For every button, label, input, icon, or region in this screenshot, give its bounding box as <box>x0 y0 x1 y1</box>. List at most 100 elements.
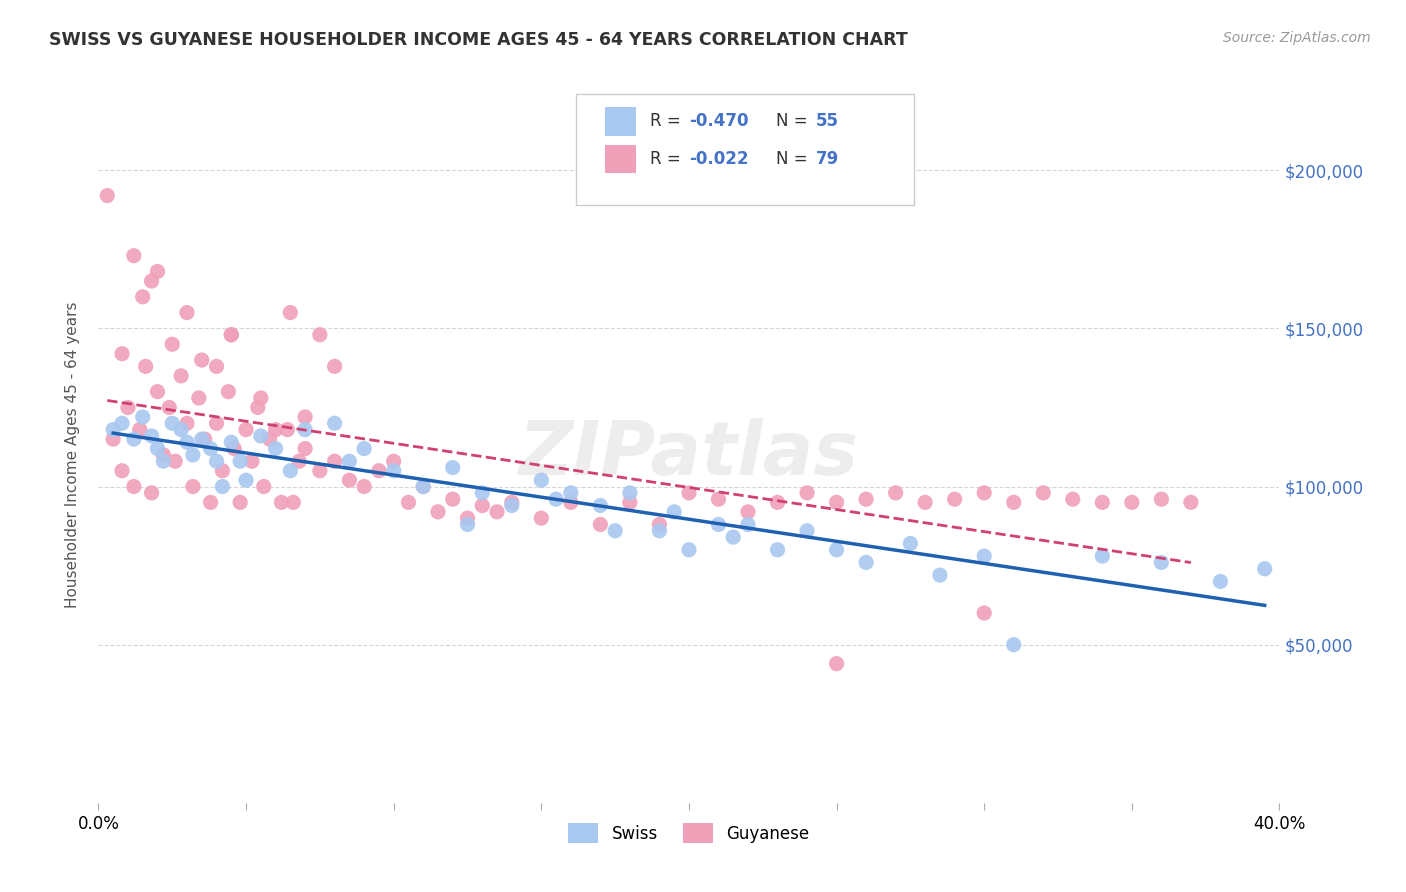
Point <box>176 435 198 450</box>
Point <box>796 486 818 500</box>
Point <box>280 305 302 319</box>
Point <box>427 505 450 519</box>
Point <box>194 432 217 446</box>
Text: N =: N = <box>776 112 813 130</box>
Point <box>280 464 302 478</box>
Point <box>111 417 134 431</box>
Point <box>221 327 243 342</box>
Point <box>457 517 479 532</box>
Point <box>283 495 305 509</box>
Y-axis label: Householder Income Ages 45 - 64 years: Householder Income Ages 45 - 64 years <box>65 301 80 608</box>
Point <box>382 464 405 478</box>
Point <box>259 432 281 446</box>
Point <box>884 486 907 500</box>
Point <box>530 473 553 487</box>
Point <box>441 460 464 475</box>
Point <box>457 511 479 525</box>
Point <box>796 524 818 538</box>
Point <box>929 568 952 582</box>
Point <box>146 384 169 399</box>
Point <box>973 549 995 563</box>
Point <box>471 499 494 513</box>
Point <box>205 417 228 431</box>
Point <box>900 536 922 550</box>
Point <box>96 188 118 202</box>
Text: -0.470: -0.470 <box>689 112 748 130</box>
Text: Source: ZipAtlas.com: Source: ZipAtlas.com <box>1223 31 1371 45</box>
Point <box>152 454 174 468</box>
Point <box>737 517 759 532</box>
Point <box>235 473 257 487</box>
Point <box>339 473 361 487</box>
Point <box>1209 574 1232 589</box>
Point <box>766 542 789 557</box>
Point <box>122 432 145 446</box>
Point <box>589 499 612 513</box>
Point <box>200 495 222 509</box>
Point <box>855 492 877 507</box>
Point <box>309 327 332 342</box>
Point <box>181 448 204 462</box>
Point <box>648 524 671 538</box>
Point <box>368 464 391 478</box>
Point <box>205 359 228 374</box>
Point <box>471 486 494 500</box>
Point <box>723 530 745 544</box>
Text: N =: N = <box>776 150 813 168</box>
Point <box>181 479 204 493</box>
Point <box>141 274 163 288</box>
Point <box>560 495 582 509</box>
Point <box>1091 495 1114 509</box>
Legend: Swiss, Guyanese: Swiss, Guyanese <box>562 816 815 850</box>
Point <box>135 359 157 374</box>
Text: 79: 79 <box>815 150 839 168</box>
Point <box>229 454 252 468</box>
Point <box>146 264 169 278</box>
Point <box>132 409 155 424</box>
Point <box>250 391 273 405</box>
Point <box>1032 486 1054 500</box>
Point <box>309 464 332 478</box>
Point <box>288 454 311 468</box>
Point <box>973 486 995 500</box>
Point <box>560 486 582 500</box>
Point <box>128 423 150 437</box>
Point <box>914 495 936 509</box>
Point <box>605 524 627 538</box>
Point <box>353 442 375 456</box>
Point <box>103 432 125 446</box>
Point <box>187 391 209 405</box>
Point <box>353 479 375 493</box>
Text: ZIPatlas: ZIPatlas <box>519 418 859 491</box>
Point <box>1121 495 1143 509</box>
Point <box>678 486 700 500</box>
Point <box>103 423 125 437</box>
Point <box>211 464 233 478</box>
Point <box>170 423 193 437</box>
Point <box>122 249 145 263</box>
Point <box>200 442 222 456</box>
Point <box>191 432 214 446</box>
Point <box>412 479 434 493</box>
Point <box>766 495 789 509</box>
Point <box>221 435 243 450</box>
Point <box>825 495 848 509</box>
Point <box>294 423 316 437</box>
Point <box>1062 492 1084 507</box>
Point <box>294 409 316 424</box>
Point <box>1254 562 1277 576</box>
Point <box>589 517 612 532</box>
Point <box>176 417 198 431</box>
Point <box>224 442 246 456</box>
Point <box>664 505 686 519</box>
Text: R =: R = <box>650 150 686 168</box>
Point <box>398 495 420 509</box>
Text: -0.022: -0.022 <box>689 150 748 168</box>
Point <box>619 486 641 500</box>
Point <box>943 492 966 507</box>
Point <box>117 401 139 415</box>
Point <box>152 448 174 462</box>
Point <box>221 327 243 342</box>
Point <box>501 495 523 509</box>
Point <box>382 454 405 468</box>
